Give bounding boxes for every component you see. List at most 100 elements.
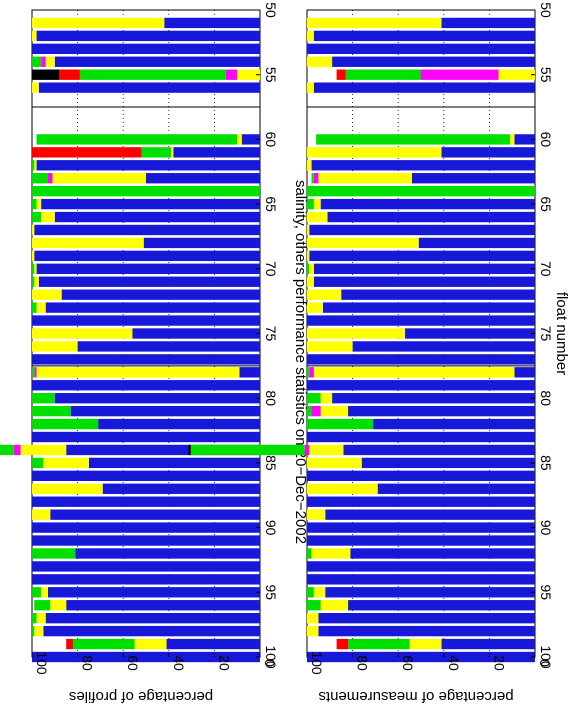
bar-segment-float-87-1 <box>307 483 378 494</box>
bar-segment-float-98-3 <box>32 625 35 637</box>
bar-segment-float-68-0 <box>418 237 535 249</box>
bar-segment-float-77-0 <box>307 354 535 365</box>
float-tick-label: 60 <box>263 132 279 148</box>
bar-segment-float-83-0 <box>307 431 535 443</box>
bar-segment-float-85-1 <box>307 457 362 469</box>
bar-segment-float-95-1 <box>41 587 48 598</box>
bar-segment-float-71-1 <box>34 276 39 287</box>
bar-segment-float-67-0 <box>309 224 535 236</box>
bar-segment-float-78-0 <box>239 367 260 378</box>
bar-segment-float-61-0 <box>173 147 260 158</box>
float-tick-label: 65 <box>538 196 554 212</box>
panel-profiles: 0 20 40 60 80 100 50 55 60 65 70 75 80 85 90 95 100 perce… <box>0 2 279 705</box>
float-tick-label: 80 <box>263 390 279 406</box>
bar-segment-float-63-3 <box>32 173 48 184</box>
bar-segment-float-66-1 <box>307 211 328 223</box>
bar-segment-float-74-0 <box>32 315 260 326</box>
bar-segment-float-72-1 <box>307 289 342 300</box>
bar-segment-float-74-0 <box>307 315 535 326</box>
panel-measurements: 0 20 40 60 80 100 50 55 60 65 70 75 80 85 90 95 100 perce… <box>188 2 570 705</box>
bar-segment-float-99-1 <box>409 638 442 650</box>
float-tick-label: 95 <box>263 585 279 601</box>
bar-segment-float-75-1 <box>307 328 406 339</box>
bar-segment-float-84-2 <box>304 444 310 456</box>
bar-segment-float-60-1 <box>509 134 515 145</box>
figure-title: salinity, others performance statistics … <box>292 180 309 544</box>
bar-segment-float-68-1 <box>32 237 144 249</box>
bar-segment-float-65-3 <box>32 198 37 210</box>
bar-segment-float-60-1 <box>237 134 242 145</box>
value-tick-label: 40 <box>446 655 462 671</box>
value-axis-title: percentage of measurements <box>318 688 513 705</box>
bar-segment-float-55-4 <box>336 69 346 80</box>
bar-segment-float-52-0 <box>313 30 535 42</box>
bar-segment-float-89-0 <box>325 509 535 520</box>
bar-segment-float-62-0 <box>36 160 261 171</box>
bar-segment-float-81-3 <box>307 405 312 417</box>
bar-segment-float-66-1 <box>41 211 55 223</box>
value-tick-label: 60 <box>400 655 416 671</box>
value-tick-label: 20 <box>491 655 507 671</box>
bar-segment-float-51-0 <box>164 17 260 29</box>
float-tick-label: 60 <box>538 132 554 148</box>
bar-segment-float-78-2 <box>34 367 37 378</box>
bar-segment-float-94-0 <box>32 574 260 585</box>
bar-segment-float-84-6 <box>188 444 191 456</box>
bar-segment-float-87-0 <box>377 483 535 494</box>
bar-segment-float-51-0 <box>441 17 535 29</box>
bar-segment-float-72-1 <box>32 289 62 300</box>
bar-segment-float-70-1 <box>34 263 37 274</box>
float-tick-label: 55 <box>263 67 279 83</box>
bar-segment-float-81-3 <box>32 405 71 417</box>
bar-segment-float-66-0 <box>54 211 260 223</box>
bar-segment-float-98-0 <box>43 625 261 637</box>
bar-segment-float-91-0 <box>32 535 260 546</box>
bar-segment-float-73-0 <box>322 302 535 313</box>
bar-segment-float-52-1 <box>32 30 37 42</box>
bar-segment-float-89-1 <box>32 509 51 520</box>
bar-segment-float-52-0 <box>36 30 261 42</box>
bar-segment-float-96-1 <box>320 600 349 611</box>
bar-segment-float-92-3 <box>32 548 76 559</box>
bar-segment-float-55-1 <box>498 69 535 80</box>
bar-segment-float-68-0 <box>143 237 260 249</box>
bar-segment-float-61-1 <box>171 147 174 158</box>
bar-segment-float-80-3 <box>32 393 55 404</box>
bar-segment-float-87-0 <box>102 483 261 494</box>
bar-segment-float-88-0 <box>307 496 535 507</box>
bar-segment-float-78-2 <box>309 367 314 378</box>
value-tick-label: 40 <box>171 655 187 671</box>
float-tick-label: 50 <box>263 2 279 18</box>
bar-segment-float-68-1 <box>307 237 419 249</box>
bar-segment-float-80-0 <box>332 393 535 404</box>
bar-segment-float-52-1 <box>307 30 314 42</box>
bar-segment-float-65-0 <box>41 198 261 210</box>
float-tick-label: 75 <box>538 326 554 342</box>
bar-segment-float-53-0 <box>32 43 260 54</box>
bar-segment-float-92-0 <box>75 548 260 559</box>
bar-segment-float-55-4 <box>59 69 80 80</box>
bar-segment-float-66-3 <box>32 211 42 223</box>
bar-segment-float-87-1 <box>32 483 103 494</box>
bar-segment-float-84-1 <box>20 444 67 456</box>
float-tick-label: 100 <box>538 645 554 669</box>
bar-segment-float-98-1 <box>307 625 319 637</box>
bar-segment-float-95-0 <box>325 587 535 598</box>
bar-segment-float-70-3 <box>307 263 310 274</box>
bar-segment-float-86-0 <box>307 470 535 482</box>
bar-segment-float-51-1 <box>307 17 442 29</box>
bar-segment-float-99-0 <box>441 638 535 650</box>
bar-segment-float-86-0 <box>32 470 260 482</box>
value-tick-label: 20 <box>216 655 232 671</box>
bar-segment-float-61-4 <box>32 147 142 158</box>
bar-segment-float-72-0 <box>61 289 260 300</box>
bar-segment-float-65-1 <box>313 198 321 210</box>
bar-segment-float-78-1 <box>36 367 240 378</box>
bar-segment-float-75-0 <box>405 328 535 339</box>
bar-segment-float-84-0 <box>343 444 535 456</box>
float-tick-label: 65 <box>263 196 279 212</box>
bar-segment-float-63-2 <box>313 173 319 184</box>
bar-segment-float-73-3 <box>32 302 37 313</box>
bar-segment-float-99-0 <box>166 638 260 650</box>
